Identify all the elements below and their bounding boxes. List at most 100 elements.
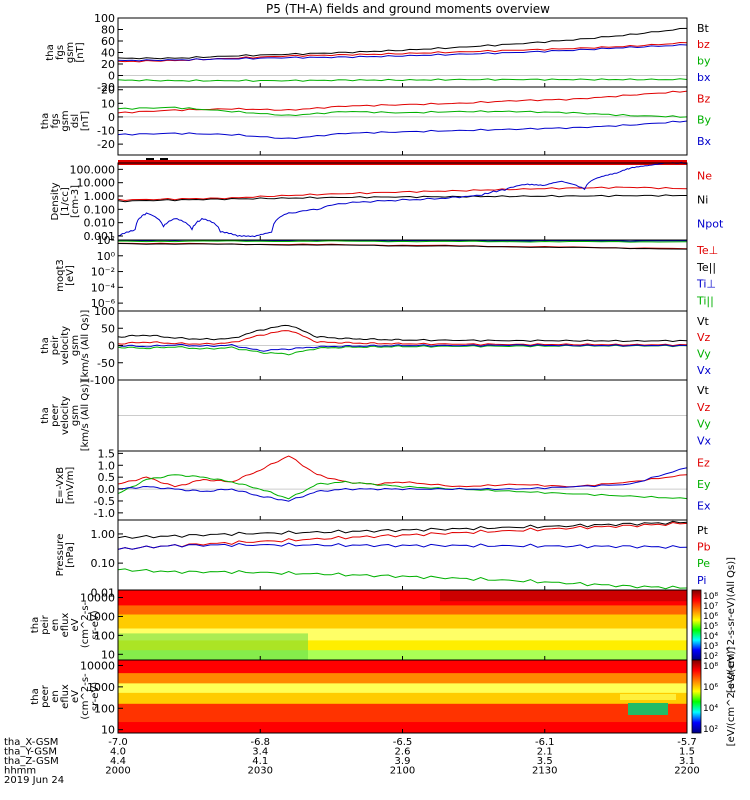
y-axis-label: [nT] (75, 42, 86, 62)
spectrogram-band (118, 673, 687, 684)
y-axis-label: fgs (50, 113, 61, 128)
colorbar-tick-label: 10² (703, 725, 718, 735)
y-tick-label: 0.100 (84, 203, 116, 216)
y-tick-label: 10 (101, 648, 115, 661)
x-axis-tick-value: -6.1 (535, 737, 555, 748)
legend-Vt: Vt (697, 384, 710, 397)
legend-Vx: Vx (697, 364, 712, 377)
y-tick-label: 10 (101, 97, 115, 110)
x-axis-tick-value: 2000 (105, 766, 130, 777)
y-tick-label: -10 (97, 125, 115, 138)
series-line-Pt (117, 520, 688, 539)
x-axis-row-label: hhmm (4, 766, 36, 777)
y-tick-label: 10 (101, 724, 115, 737)
y-tick-label: 50 (101, 322, 115, 335)
series-line-Ti|| (117, 240, 688, 243)
series-line-By (117, 106, 688, 118)
y-tick-label: 100 (94, 12, 115, 25)
series-line-Vx (117, 343, 688, 352)
panel-frame (117, 239, 688, 312)
x-axis-tick-value: 4.1 (252, 756, 268, 767)
x-axis-tick-value: 2.1 (537, 747, 553, 758)
y-tick-label: 0.10 (91, 557, 116, 570)
legend-Vz: Vz (697, 401, 711, 414)
y-tick-label: 100 (94, 305, 115, 318)
legend-Vt: Vt (697, 315, 710, 328)
y-axis-label: [nT] (80, 111, 91, 131)
legend-Te⊥: Te⊥ (696, 244, 718, 257)
y-axis-label: peir (40, 614, 51, 634)
y-axis-label: [mV/m] (65, 467, 76, 505)
x-axis-row-label: tha_Y-GSM (4, 747, 57, 758)
x-axis-tick-value: -5.7 (677, 737, 697, 748)
y-axis-label: sr-eV) (90, 610, 101, 639)
y-axis-label: sr-eV) (90, 682, 101, 711)
series-line-bx (117, 44, 688, 62)
spectrogram-band (628, 703, 668, 715)
legend-Ni: Ni (697, 193, 708, 206)
y-tick-label: 0.010 (84, 217, 116, 230)
series-line-Ni (117, 194, 687, 203)
colorbar-tick-label: 10⁴ (703, 632, 718, 642)
x-axis-tick-value: 2030 (248, 766, 273, 777)
colorbar-label: [eV/(cm^2-s-sr-eV)] (726, 647, 737, 747)
series-line-Vt (117, 324, 688, 343)
y-axis-label: en (50, 619, 61, 632)
spectrogram-band (118, 722, 687, 734)
series-line-Pb (117, 521, 688, 550)
series-line-by (117, 78, 688, 82)
legend-Vz: Vz (697, 331, 711, 344)
legend-Bz: Bz (697, 92, 711, 105)
legend-Ne: Ne (697, 169, 712, 182)
y-axis-label: velocity (60, 396, 71, 435)
series-line-Vz (117, 330, 688, 347)
colorbar (691, 589, 702, 661)
y-tick-label: 0.001 (84, 230, 116, 243)
figure-title: P5 (TH-A) fields and ground moments over… (266, 2, 550, 16)
y-tick-label: 0.5 (98, 471, 116, 484)
colorbar-label: [eV/(cm^2-s-sr-eV)(All Qs)] (726, 557, 737, 693)
y-tick-label: 1.00 (91, 528, 116, 541)
legend-Ey: Ey (697, 478, 711, 491)
y-tick-label: 40 (101, 47, 115, 60)
y-tick-label: 60 (101, 35, 115, 48)
series-line-Pi (117, 542, 688, 550)
legend-Vy: Vy (697, 418, 711, 431)
legend-Pi: Pi (697, 574, 706, 587)
y-axis-label: [cm-3] (70, 185, 81, 218)
y-axis-label: [km/s (All Qs)] (80, 380, 91, 452)
y-tick-label: 1000 (87, 681, 115, 694)
colorbar-tick-label: 10⁴ (703, 704, 718, 714)
series-line-bz (117, 41, 688, 63)
series-line-Ex (118, 467, 688, 502)
y-tick-label: 100.000 (70, 163, 116, 176)
legend-Ex: Ex (697, 500, 711, 513)
y-tick-label: 0 (108, 340, 115, 353)
series-line-Te|| (117, 243, 688, 250)
y-tick-label: 100 (94, 702, 115, 715)
y-tick-label: 100 (94, 629, 115, 642)
spectrogram-band (118, 640, 687, 651)
colorbar-tick-label: 10⁶ (703, 683, 718, 693)
series-line-Bx (117, 120, 688, 140)
x-axis-tick-value: 4.0 (110, 747, 126, 758)
y-axis-label: tha (40, 407, 51, 423)
y-axis-label: gsm (60, 110, 71, 131)
y-axis-label: [1/cc] (60, 187, 71, 216)
y-axis-label: Pressure (55, 534, 66, 577)
y-axis-label: tha (40, 337, 51, 353)
y-axis-label: eflux (60, 613, 71, 638)
legend-Pb: Pb (697, 541, 711, 554)
legend-Bt: Bt (697, 22, 710, 35)
y-tick-label: -20 (97, 81, 115, 94)
y-tick-label: 1.0 (98, 459, 116, 472)
x-axis-tick-value: -6.8 (250, 737, 270, 748)
legend-Ti⊥: Ti⊥ (696, 278, 716, 291)
series-line-Vy (117, 344, 688, 356)
y-axis-label: [eV] (65, 265, 76, 286)
spectrogram-band (118, 650, 687, 661)
